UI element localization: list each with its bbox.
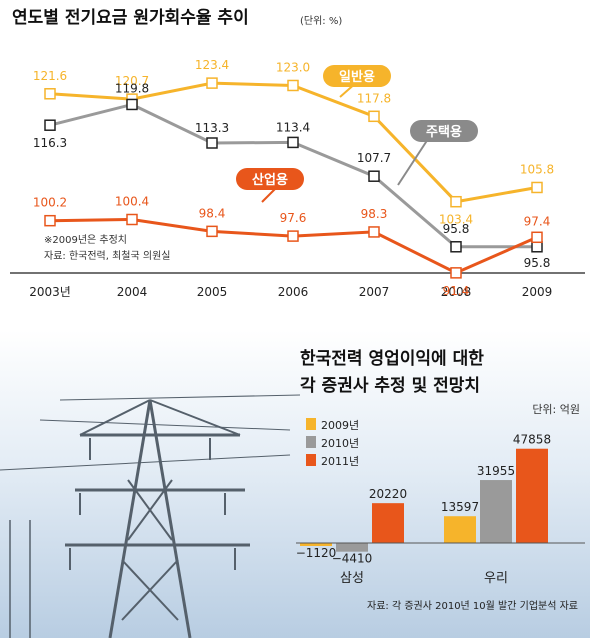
value-label-general-6: 105.8	[520, 162, 554, 176]
value-label-residential-4: 107.7	[357, 151, 391, 165]
legend-callout-general: 일반용	[323, 65, 391, 98]
value-label-residential-0: 116.3	[33, 136, 67, 150]
value-label-general-5: 103.4	[439, 213, 473, 227]
legend-callout-industrial: 산업용	[236, 168, 304, 203]
value-label-general-2: 123.4	[195, 58, 229, 72]
value-label-general-0: 121.6	[33, 69, 67, 83]
bar-legend-label-2010: 2010년	[321, 437, 359, 450]
bar-chart-title-line-2: 각 증권사 추정 및 전망치	[300, 376, 480, 396]
x-tick-label-3: 2006	[278, 285, 309, 299]
marker-industrial-3	[287, 230, 299, 242]
value-label-industrial-2: 98.4	[199, 206, 226, 220]
chart-unit: (단위: %)	[300, 14, 342, 27]
marker-residential-4	[368, 170, 380, 182]
chart-title: 연도별 전기요금 원가회수율 추이	[12, 8, 249, 28]
x-tick-label-4: 2007	[359, 285, 390, 299]
marker-general-3	[287, 79, 299, 92]
bar-우리-2010	[480, 480, 512, 543]
bar-legend-label-2011: 2011년	[321, 455, 359, 468]
value-label-residential-1: 119.8	[115, 81, 149, 95]
bar-legend-label-2009: 2009년	[321, 419, 359, 432]
marker-general-4	[368, 110, 380, 123]
x-tick-label-5: 2008	[441, 285, 472, 299]
legend-label-residential: 주택용	[426, 124, 462, 140]
marker-residential-1	[126, 98, 138, 111]
marker-industrial-0	[44, 214, 56, 227]
marker-residential-2	[206, 137, 218, 149]
value-label-residential-6: 95.8	[524, 256, 551, 270]
bar-value-label-우리-2011: 47858	[513, 433, 551, 447]
bar-value-label-우리-2010: 31955	[477, 464, 515, 478]
value-label-general-3: 123.0	[276, 60, 310, 74]
source-note: 자료: 한국전력, 최철국 의원실	[44, 250, 170, 262]
value-label-industrial-3: 97.6	[280, 211, 307, 225]
value-label-industrial-4: 98.3	[361, 207, 388, 221]
value-label-residential-5: 95.8	[443, 222, 470, 236]
bar-chart-title-line-1: 한국전력 영업이익에 대한	[300, 349, 484, 369]
bar-legend-swatch-2011	[306, 454, 316, 466]
bar-삼성-2010	[336, 543, 368, 552]
marker-industrial-1	[126, 213, 138, 226]
value-label-general-1: 120.7	[115, 74, 149, 88]
x-tick-label-0: 2003년	[29, 285, 71, 299]
value-label-industrial-0: 100.2	[33, 196, 67, 210]
marker-industrial-5	[450, 267, 462, 279]
bar-chart-source: 자료: 각 증권사 2010년 10월 발간 기업분석 자료	[367, 599, 578, 612]
marker-residential-3	[287, 136, 299, 149]
bar-삼성-2011	[372, 503, 404, 543]
bar-legend-swatch-2009	[306, 418, 316, 430]
marker-residential-5	[450, 241, 462, 253]
marker-general-0	[44, 88, 56, 100]
legend-label-general: 일반용	[339, 69, 375, 85]
bar-category-label-1: 우리	[484, 571, 508, 586]
x-tick-label-1: 2004	[117, 285, 148, 299]
bar-value-label-삼성-2010: −4410	[332, 552, 373, 566]
bar-value-label-우리-2009: 13597	[441, 500, 479, 514]
bar-legend: 2009년 2010년 2011년	[306, 418, 359, 468]
marker-general-6	[531, 181, 543, 194]
x-tick-label-2: 2005	[197, 285, 228, 299]
bar-value-label-삼성-2009: −1120	[296, 546, 337, 560]
bar-chart-unit: 단위: 억원	[532, 403, 580, 416]
legend-callout-residential: 주택용	[397, 120, 478, 186]
value-label-industrial-6: 97.4	[524, 214, 551, 228]
marker-general-5	[450, 195, 462, 208]
bar-value-label-삼성-2011: 20220	[369, 487, 407, 501]
legend-pill-industrial	[236, 168, 304, 190]
value-label-general-4: 117.8	[357, 91, 391, 105]
bar-legend-swatch-2010	[306, 436, 316, 448]
x-tick-label-6: 2009	[522, 285, 553, 299]
value-label-residential-2: 113.3	[195, 121, 229, 135]
estimate-note: ※2009년은 추정치	[44, 234, 127, 246]
bar-우리-2011	[516, 448, 548, 543]
marker-industrial-4	[368, 226, 380, 238]
legend-pill-residential	[410, 120, 478, 142]
marker-industrial-6	[531, 231, 543, 244]
legend-pill-general	[323, 65, 391, 87]
value-label-residential-3: 113.4	[276, 120, 310, 134]
bar-우리-2009	[444, 516, 476, 543]
transmission-tower-illustration	[0, 394, 301, 638]
marker-general-2	[206, 77, 218, 89]
marker-residential-0	[44, 119, 56, 131]
bar-삼성-2009	[300, 543, 332, 546]
legend-label-industrial: 산업용	[252, 172, 288, 188]
bar-category-label-0: 삼성	[340, 571, 364, 586]
marker-residential-6	[531, 241, 543, 253]
value-label-industrial-1: 100.4	[115, 194, 149, 208]
value-label-industrial-5: 91.4	[443, 284, 470, 298]
marker-industrial-2	[206, 225, 218, 238]
